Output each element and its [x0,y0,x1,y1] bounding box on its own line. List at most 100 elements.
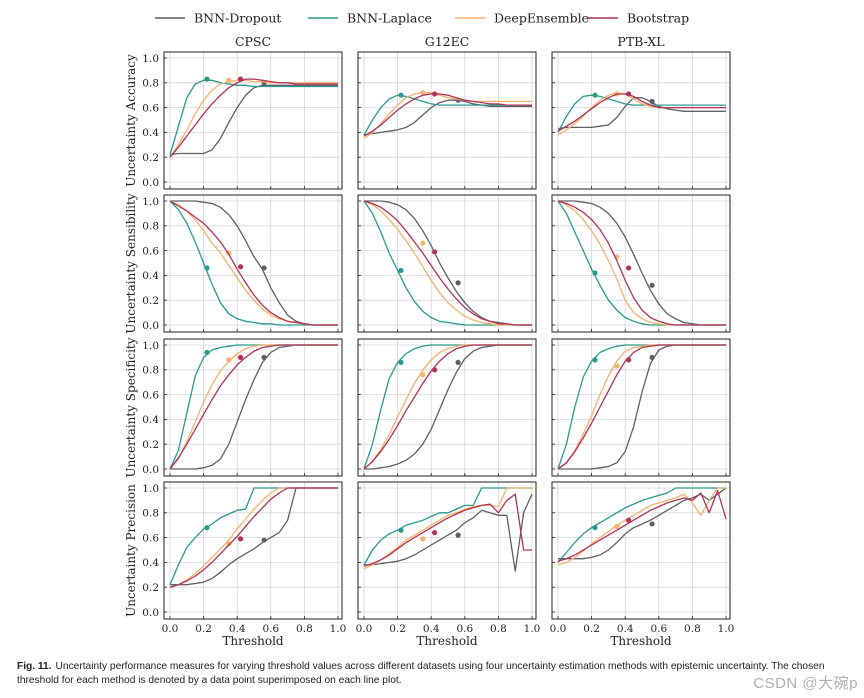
series-line-bootstrap [169,200,338,326]
row-label-uncertainty-precision: Uncertainty Precision [124,484,138,617]
series-marker-bnn-dropout [649,98,655,104]
series-marker-deepensemble [420,90,426,96]
series-line-deepensemble [557,344,726,470]
series-line-bootstrap [363,93,532,137]
series-line-bnn-dropout [557,97,726,130]
ytick-label: 0.2 [142,152,159,164]
series-line-deepensemble [363,200,532,326]
series-marker-deepensemble [226,541,232,547]
series-line-bootstrap [363,344,532,470]
series-line-bnn-dropout [558,344,726,470]
series-marker-bootstrap [625,357,632,363]
series-line-deepensemble [557,487,726,566]
xtick-label: 1.0 [330,623,347,635]
panel-uncertainty-sensibility-ptb-xl [551,194,731,333]
panel-uncertainty-accuracy-g12ec [357,51,537,190]
panel-grid: CPSC G12EC PTB-XL Uncertainty Accuracy Uncer… [124,34,734,648]
xtick-label: 0.8 [490,623,507,635]
panel-uncertainty-specificity-ptb-xl [551,338,731,477]
series-line-bnn-dropout [169,84,338,156]
series-line-bnn-laplace [169,79,338,155]
ytick-label: 0.8 [142,221,159,233]
column-title-g12ec: G12EC [425,34,470,49]
series-marker-bnn-dropout [261,354,267,360]
xtick-label: 0.4 [617,623,634,635]
series-line-deepensemble [557,92,726,136]
series-marker-bnn-dropout [649,354,655,360]
legend-label-bootstrap: Bootstrap [627,11,689,26]
ytick-label: 1.0 [142,196,159,208]
ytick-label: 1.0 [142,340,159,352]
ytick-label: 0.4 [142,557,159,569]
xtick-label: 0.2 [389,623,406,635]
series-line-bnn-dropout [363,99,532,136]
series-line-deepensemble [169,79,338,158]
ytick-label: 0.6 [142,245,159,257]
series-line-bnn-dropout [364,344,532,470]
series-marker-bootstrap [431,249,438,255]
series-marker-bootstrap [431,367,438,373]
panel-uncertainty-sensibility-g12ec [357,194,537,333]
series-marker-bootstrap [237,76,244,82]
series-line-bootstrap [557,489,727,562]
series-line-bootstrap [169,344,338,470]
series-marker-bnn-dropout [455,359,461,365]
ytick-label: 0.8 [142,78,159,90]
series-line-deepensemble [363,344,532,470]
series-line-bootstrap [557,93,726,132]
xtick-label: 0.2 [583,623,600,635]
xtick-label: 0.4 [423,623,440,635]
series-line-bnn-dropout [170,344,338,470]
series-marker-deepensemble [614,523,620,530]
ytick-label: 0.0 [142,320,159,332]
ytick-label: 0.8 [142,508,159,520]
series-marker-bnn-laplace [398,527,404,533]
series-marker-bootstrap [625,265,632,271]
series-line-bootstrap [363,493,532,567]
xtick-label: 0.6 [262,623,279,635]
series-marker-deepensemble [226,357,232,363]
ytick-label: 1.0 [142,483,159,495]
xtick-label: 0.0 [162,623,179,635]
series-marker-bnn-laplace [398,267,404,274]
series-marker-bnn-dropout [261,537,267,543]
series-marker-bnn-laplace [398,359,404,365]
legend-label-deepensemble: DeepEnsemble [494,11,589,26]
series-line-bootstrap [169,78,338,158]
series-line-bnn-laplace [363,487,532,566]
panel-uncertainty-accuracy-cpsc: 0.0 0.2 0.4 0.6 0.8 1.0 [142,51,343,190]
series-marker-deepensemble [420,536,426,542]
ytick-label: 0.2 [142,295,159,307]
series-marker-bootstrap [431,91,438,97]
series-line-deepensemble [557,200,726,326]
row-label-uncertainty-sensibility: Uncertainty Sensibility [124,193,138,333]
xtick-label: 0.6 [456,623,473,635]
panel-uncertainty-accuracy-ptb-xl [551,51,731,190]
xtick-label: 1.0 [524,623,541,635]
series-marker-bnn-laplace [592,92,598,98]
panel-frame [551,51,731,190]
ytick-label: 0.4 [142,270,159,282]
column-title-cpsc: CPSC [235,34,271,49]
series-line-deepensemble [363,487,532,570]
series-marker-bnn-laplace [592,270,598,276]
series-line-bnn-dropout [364,493,533,572]
series-line-bootstrap [169,487,338,588]
series-marker-deepensemble [226,77,232,83]
series-marker-bnn-dropout [261,265,267,271]
xaxis-label: Threshold [610,634,672,648]
column-title-ptb-xl: PTB-XL [617,34,664,49]
series-marker-bnn-dropout [649,521,655,527]
panel-frame [163,481,343,620]
xtick-label: 0.4 [229,623,246,635]
figure-caption: Fig. 11. Uncertainty performance measures… [17,660,857,688]
caption-text: Uncertainty performance measures for var… [17,661,825,686]
ytick-label: 0.4 [142,414,159,426]
ytick-label: 0.6 [142,532,159,544]
series-marker-bnn-laplace [592,357,598,363]
ytick-label: 0.6 [142,102,159,114]
panel-frame [357,194,537,333]
ytick-label: 0.6 [142,389,159,401]
panel-uncertainty-sensibility-cpsc: 0.0 0.2 0.4 0.6 0.8 1.0 [142,194,343,333]
series-line-bnn-laplace [363,344,532,470]
